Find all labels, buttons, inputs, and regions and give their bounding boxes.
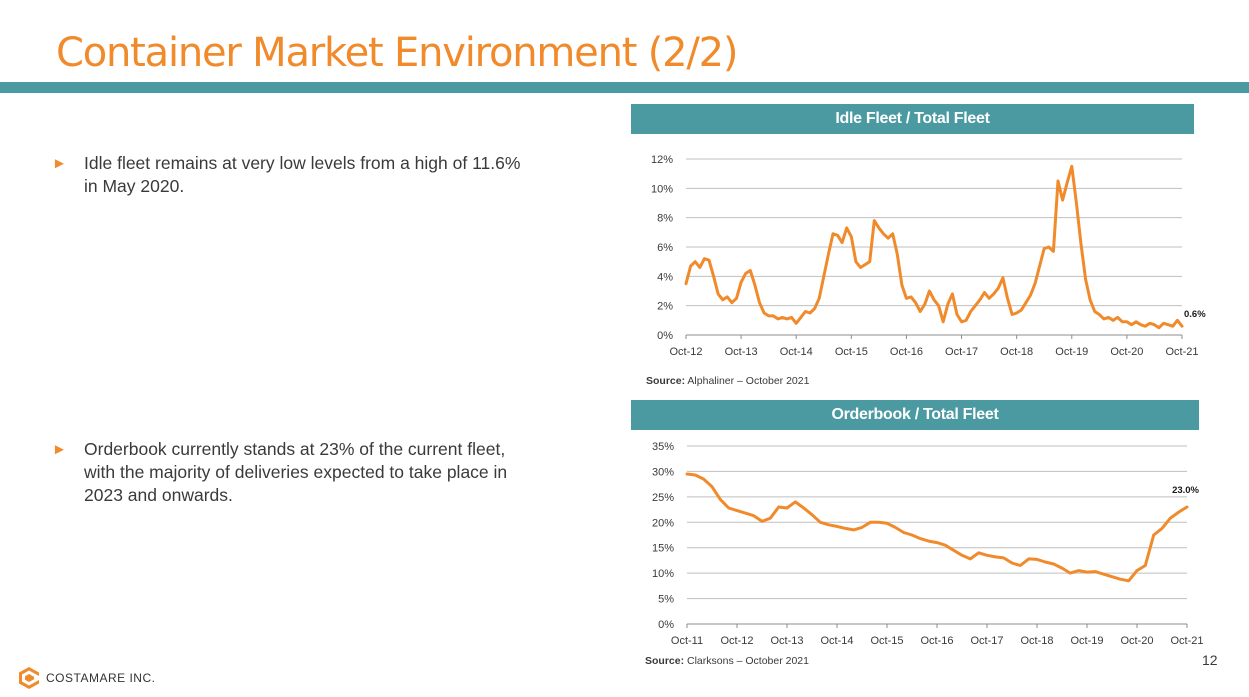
- y-tick-label: 2%: [657, 301, 673, 313]
- x-tick-label: Oct-17: [970, 635, 1003, 647]
- x-tick-label: Oct-19: [1055, 346, 1088, 358]
- x-tick-label: Oct-17: [945, 346, 978, 358]
- triangle-right-icon: ►: [52, 441, 67, 458]
- x-tick-label: Oct-18: [1020, 635, 1053, 647]
- source-label: Source:: [645, 655, 685, 667]
- y-tick-label: 35%: [652, 441, 674, 453]
- data-label: 23.0%: [1172, 485, 1199, 496]
- x-tick-label: Oct-15: [870, 635, 903, 647]
- bullet-text: Orderbook currently stands at 23% of the…: [84, 439, 508, 505]
- chart-header-idle-fleet: Idle Fleet / Total Fleet: [631, 104, 1194, 134]
- data-label: 0.6%: [1184, 309, 1206, 320]
- bullet-orderbook: ► Orderbook currently stands at 23% of t…: [52, 438, 532, 507]
- x-tick-label: Oct-13: [725, 346, 758, 358]
- x-tick-label: Oct-13: [770, 635, 803, 647]
- y-tick-label: 10%: [651, 183, 673, 195]
- x-tick-label: Oct-11: [671, 635, 703, 647]
- bullet-text: Idle fleet remains at very low levels fr…: [84, 153, 521, 196]
- y-tick-label: 5%: [658, 594, 674, 606]
- y-tick-label: 15%: [652, 543, 674, 555]
- x-tick-label: Oct-20: [1110, 346, 1143, 358]
- x-tick-label: Oct-19: [1070, 635, 1103, 647]
- series-line: [685, 472, 1189, 583]
- source-text: Clarksons – October 2021: [684, 655, 809, 667]
- y-tick-label: 6%: [657, 242, 673, 254]
- x-tick-label: Oct-12: [669, 346, 702, 358]
- idle-fleet-chart: 0% 2% 4% 6% 8% 10% 12% Oct-12 Oct-13 Oct-14 Oct-15…: [651, 154, 1206, 358]
- title-underline-bar: [0, 82, 1249, 93]
- bullet-idle-fleet: ► Idle fleet remains at very low levels …: [52, 152, 522, 198]
- page-number: 12: [1202, 652, 1218, 668]
- x-tick-label: Oct-21: [1170, 635, 1203, 647]
- x-tick-label: Oct-15: [835, 346, 868, 358]
- x-tick-label: Oct-16: [920, 635, 953, 647]
- y-tick-label: 8%: [657, 213, 673, 225]
- source-text: Alphaliner – October 2021: [685, 375, 810, 387]
- y-tick-label: 4%: [657, 271, 673, 283]
- x-tick-label: Oct-20: [1120, 635, 1153, 647]
- page-title: Container Market Environment (2/2): [56, 30, 739, 76]
- triangle-right-icon: ►: [52, 155, 67, 172]
- x-tick-label: Oct-16: [890, 346, 923, 358]
- y-tick-label: 12%: [651, 154, 673, 166]
- y-tick-label: 10%: [652, 568, 674, 580]
- chart-header-orderbook: Orderbook / Total Fleet: [631, 400, 1199, 430]
- orderbook-chart: 0% 5% 10% 15% 20% 25% 30% 35% Oct-11 Oct-12 Oct-13…: [652, 441, 1204, 647]
- y-tick-label: 0%: [657, 330, 673, 342]
- y-tick-label: 25%: [652, 492, 674, 504]
- y-tick-label: 30%: [652, 466, 674, 478]
- x-tick-label: Oct-12: [720, 635, 753, 647]
- source-label: Source:: [646, 375, 686, 387]
- y-tick-label: 0%: [658, 619, 674, 631]
- x-tick-label: Oct-18: [1000, 346, 1033, 358]
- source-note-orderbook: Source: Clarksons – October 2021: [645, 655, 809, 667]
- company-logo: COSTAMARE INC.: [18, 666, 155, 690]
- x-tick-label: Oct-14: [780, 346, 813, 358]
- x-tick-label: Oct-14: [820, 635, 853, 647]
- x-tick-label: Oct-21: [1165, 346, 1198, 358]
- costamare-logo-icon: [19, 667, 39, 689]
- company-name: COSTAMARE INC.: [46, 671, 156, 685]
- source-note-idle-fleet: Source: Alphaliner – October 2021: [646, 375, 809, 387]
- y-tick-label: 20%: [652, 517, 674, 529]
- series-line: [684, 164, 1184, 330]
